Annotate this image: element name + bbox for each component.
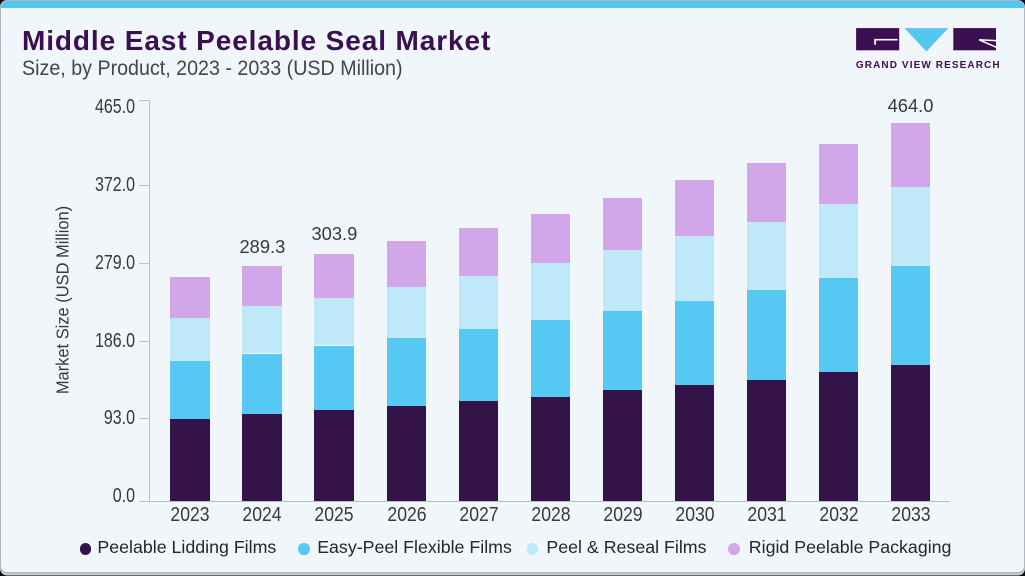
svg-text:GRAND VIEW RESEARCH: GRAND VIEW RESEARCH (856, 60, 1001, 71)
